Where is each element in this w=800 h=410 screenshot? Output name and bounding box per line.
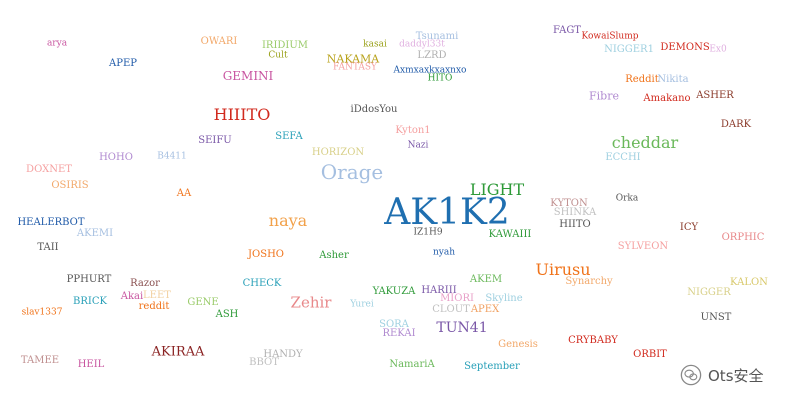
cloud-word: CLOUT xyxy=(432,304,470,315)
cloud-word: kasai xyxy=(363,39,387,50)
cloud-word: KowaiSlump xyxy=(581,31,639,42)
cloud-word: Yurei xyxy=(350,299,374,310)
cloud-word: HEIL xyxy=(77,359,105,370)
cloud-word: NAKAMA xyxy=(326,52,380,66)
cloud-word: HITO xyxy=(427,73,453,84)
cloud-word: TAMEE xyxy=(20,355,60,366)
cloud-word: AKIRAA xyxy=(151,344,205,360)
cloud-word: Zehir xyxy=(290,293,332,312)
cloud-word: CRYBABY xyxy=(568,335,618,346)
watermark: Ots安全 xyxy=(680,364,764,386)
cloud-word: Uirusu xyxy=(535,260,591,279)
cloud-word: AK1K2 xyxy=(384,192,510,233)
cloud-word: Orka xyxy=(615,193,639,204)
cloud-word: iDdosYou xyxy=(350,104,398,115)
cloud-word: SEFA xyxy=(275,131,303,142)
cloud-word: FANTASY xyxy=(333,62,377,73)
wechat-logo-icon xyxy=(680,364,702,386)
cloud-word: HIITO xyxy=(559,219,591,230)
cloud-word: reddit xyxy=(138,301,170,312)
cloud-word: slav1337 xyxy=(21,307,63,318)
cloud-word: HORIZON xyxy=(311,147,365,158)
cloud-word: BRICK xyxy=(73,296,107,307)
cloud-word: Razor xyxy=(130,278,160,289)
cloud-word: ICY xyxy=(679,222,699,233)
cloud-word: Tsunami xyxy=(415,31,459,42)
cloud-word: HARIII xyxy=(421,285,457,296)
cloud-word: AKEMI xyxy=(76,228,114,239)
cloud-word: HEALERBOT xyxy=(17,217,85,228)
cloud-word: ORBIT xyxy=(633,349,667,360)
cloud-word: APEP xyxy=(109,58,137,69)
cloud-word: FAGT xyxy=(553,25,581,36)
cloud-word: ORPHIC xyxy=(721,232,765,243)
cloud-word: ASHER xyxy=(696,90,734,101)
cloud-word: Reddit xyxy=(625,74,659,85)
cloud-word: Cult xyxy=(268,50,288,61)
cloud-word: GENE xyxy=(187,297,219,308)
cloud-word: Asher xyxy=(319,250,349,261)
cloud-word: UNST xyxy=(700,312,732,323)
cloud-word: LZRD xyxy=(417,50,447,61)
cloud-word: AKEM xyxy=(469,274,503,285)
cloud-word: arya xyxy=(46,38,68,49)
cloud-word: IRIDIUM xyxy=(261,40,309,51)
cloud-word: TUN41 xyxy=(436,320,488,336)
cloud-word: DOXNET xyxy=(26,164,72,175)
cloud-word: DEMONS xyxy=(660,42,710,53)
cloud-word: SORA xyxy=(379,319,409,330)
cloud-word: Skyline xyxy=(485,293,523,304)
cloud-word: NamariA xyxy=(389,359,435,370)
cloud-word: KAWAIII xyxy=(488,229,532,240)
cloud-word: TAII xyxy=(37,242,59,253)
cloud-word: KALON xyxy=(730,277,768,288)
cloud-word: JOSHO xyxy=(248,249,284,260)
cloud-word: BBOT xyxy=(249,357,279,368)
cloud-word: Synarchy xyxy=(565,276,613,287)
cloud-word: Fibre xyxy=(589,89,619,103)
cloud-word: HIIITO xyxy=(213,105,271,124)
cloud-word: DARK xyxy=(720,119,752,130)
cloud-word: HOHO xyxy=(99,152,133,163)
cloud-word: SEIFU xyxy=(198,135,232,146)
cloud-word: REKAI xyxy=(382,328,416,339)
cloud-word: Akai xyxy=(120,291,144,302)
watermark-text: Ots安全 xyxy=(708,366,764,385)
cloud-word: B4411 xyxy=(157,151,187,162)
cloud-word: APEX xyxy=(470,304,500,315)
cloud-word: September xyxy=(464,361,520,372)
cloud-word: SHINKA xyxy=(553,207,597,218)
cloud-word: Genesis xyxy=(498,339,538,350)
cloud-word: KYTON xyxy=(550,198,588,209)
cloud-word: naya xyxy=(268,211,308,230)
cloud-word: ECCHI xyxy=(605,152,641,163)
cloud-word: MIORI xyxy=(440,293,474,304)
cloud-word: PPHURT xyxy=(66,274,112,285)
cloud-word: NIGGER1 xyxy=(604,44,654,55)
cloud-word: cheddar xyxy=(611,133,679,152)
cloud-word: LIGHT xyxy=(469,180,525,199)
cloud-word: ASH xyxy=(215,309,239,320)
cloud-word: NIGGER xyxy=(687,287,731,298)
cloud-word: HANDY xyxy=(263,349,303,360)
cloud-word: CHECK xyxy=(242,278,282,289)
cloud-word: IZ1H9 xyxy=(413,227,443,238)
cloud-word: Axmxaxkxaxnxo xyxy=(393,65,467,76)
cloud-word: SYLVEON xyxy=(617,241,669,252)
cloud-word: AA xyxy=(176,188,192,199)
cloud-word: OWARI xyxy=(200,36,238,47)
cloud-word: Orage xyxy=(320,160,384,184)
cloud-word: Amakano xyxy=(643,93,691,104)
cloud-word: Nazi xyxy=(407,140,429,151)
cloud-word: YAKUZA xyxy=(372,286,416,297)
cloud-word: daddyl33t xyxy=(399,39,445,50)
cloud-word: Kyton1 xyxy=(395,125,431,136)
cloud-word: OSIRIS xyxy=(51,180,89,191)
cloud-word: nyah xyxy=(432,247,456,258)
cloud-word: Ex0 xyxy=(709,44,727,55)
cloud-word: GEMINI xyxy=(222,69,274,83)
cloud-word: LEET xyxy=(143,290,171,301)
cloud-word: Nikita xyxy=(657,74,689,85)
